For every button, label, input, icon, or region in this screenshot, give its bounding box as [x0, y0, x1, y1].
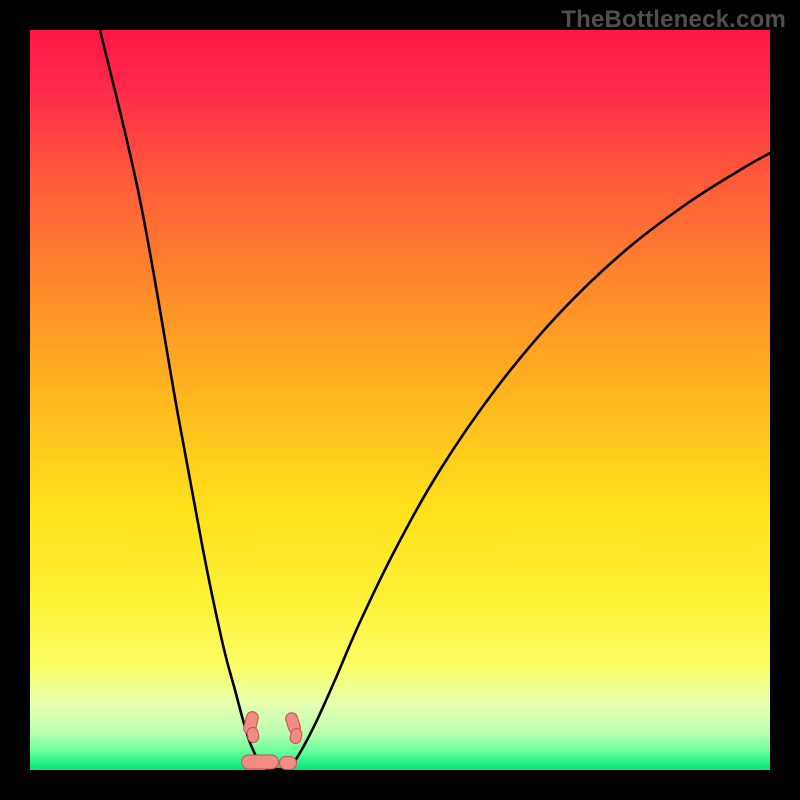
marker-4 [241, 755, 279, 770]
plot-area [30, 30, 770, 770]
marker-1 [246, 726, 261, 744]
marker-3 [288, 727, 303, 745]
marker-5 [279, 756, 297, 770]
canvas-root: TheBottleneck.com [0, 0, 800, 800]
marker-layer [30, 30, 770, 770]
